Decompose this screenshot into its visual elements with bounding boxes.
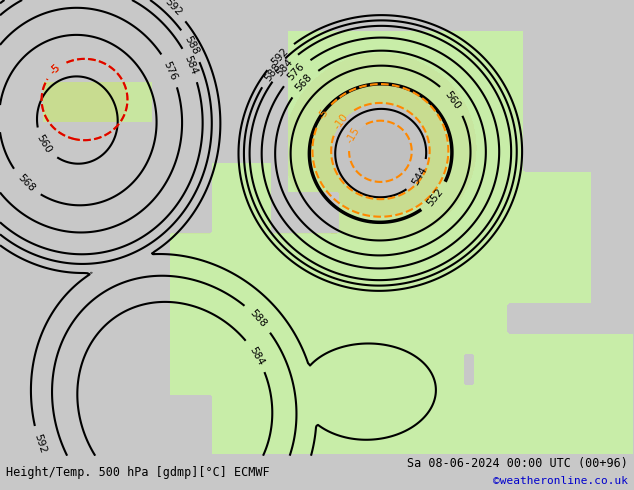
Text: 592: 592: [269, 46, 290, 67]
Text: -15: -15: [345, 125, 362, 146]
Text: 568: 568: [294, 73, 314, 94]
Text: 576: 576: [162, 59, 179, 81]
Text: 552: 552: [425, 186, 445, 208]
Text: 544: 544: [410, 165, 429, 187]
Text: -5: -5: [48, 62, 63, 76]
Text: 576: 576: [286, 62, 307, 83]
Text: -5: -5: [48, 62, 63, 76]
Text: -5: -5: [316, 107, 330, 122]
Text: -10: -10: [333, 112, 351, 131]
Text: ©weatheronline.co.uk: ©weatheronline.co.uk: [493, 476, 628, 486]
Text: 592: 592: [32, 433, 48, 454]
Text: Height/Temp. 500 hPa [gdmp][°C] ECMWF: Height/Temp. 500 hPa [gdmp][°C] ECMWF: [6, 466, 270, 479]
Text: 592: 592: [162, 0, 183, 18]
Text: 588: 588: [262, 61, 283, 83]
Text: 584: 584: [274, 56, 295, 78]
Text: 584: 584: [247, 344, 266, 367]
Text: 584: 584: [183, 54, 199, 76]
Text: 560: 560: [443, 89, 463, 111]
Text: 560: 560: [35, 133, 54, 155]
Text: 568: 568: [15, 172, 36, 194]
Text: Sa 08-06-2024 00:00 UTC (00+96): Sa 08-06-2024 00:00 UTC (00+96): [407, 457, 628, 470]
Text: 588: 588: [248, 308, 269, 329]
Text: 588: 588: [182, 35, 200, 57]
